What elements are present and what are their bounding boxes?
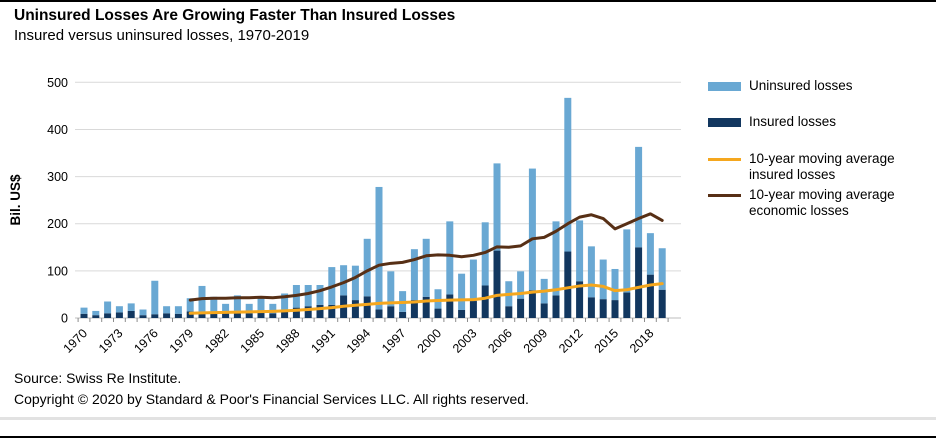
svg-text:1985: 1985 — [238, 326, 268, 356]
copyright-note: Copyright © 2020 by Standard & Poor's Fi… — [14, 391, 529, 407]
svg-text:1973: 1973 — [96, 326, 126, 356]
page-title: Uninsured Losses Are Growing Faster Than… — [14, 7, 456, 24]
legend-item-insured: Insured losses — [708, 114, 933, 130]
svg-text:1988: 1988 — [273, 326, 303, 356]
svg-text:1991: 1991 — [308, 326, 338, 356]
svg-text:2000: 2000 — [415, 326, 445, 356]
legend-label: 10-year moving average insured losses — [749, 150, 895, 183]
svg-text:1976: 1976 — [131, 326, 161, 356]
loss-chart-canvas: 0 100 200 300 400 500 Bil. US$ 1970 1973 1976 1979… — [8, 76, 681, 356]
svg-text:2009: 2009 — [521, 326, 551, 356]
svg-text:2018: 2018 — [627, 326, 657, 356]
uninsured-swatch-icon — [708, 82, 741, 91]
svg-text:1970: 1970 — [61, 326, 91, 356]
svg-text:200: 200 — [47, 217, 68, 231]
insured-swatch-icon — [708, 118, 741, 128]
loss-chart: 0 100 200 300 400 500 Bil. US$ 1970 1973 1976 1979… — [0, 60, 936, 370]
svg-text:1979: 1979 — [167, 326, 197, 356]
legend-label: Insured losses — [749, 114, 837, 130]
svg-text:1994: 1994 — [344, 326, 374, 356]
legend-item-uninsured: Uninsured losses — [708, 78, 933, 94]
legend-label: Uninsured losses — [749, 78, 853, 93]
chart-legend: Uninsured losses Insured losses 10-year … — [708, 78, 933, 240]
page-subtitle: Insured versus uninsured losses, 1970-20… — [14, 27, 310, 45]
svg-text:100: 100 — [47, 264, 68, 278]
svg-text:300: 300 — [47, 170, 68, 184]
svg-text:500: 500 — [47, 76, 68, 90]
svg-text:1982: 1982 — [202, 326, 232, 356]
svg-text:1997: 1997 — [379, 326, 409, 356]
svg-text:2015: 2015 — [592, 326, 622, 356]
svg-text:2003: 2003 — [450, 326, 480, 356]
ma-economic-line-icon — [708, 193, 741, 197]
source-note: Source: Swiss Re Institute. — [14, 370, 182, 386]
svg-text:2012: 2012 — [556, 326, 586, 356]
bottom-border — [0, 436, 936, 438]
svg-text:2006: 2006 — [485, 326, 515, 356]
svg-text:Bil. US$: Bil. US$ — [8, 174, 23, 226]
top-border — [0, 0, 936, 2]
chart-header: Uninsured Losses Are Growing Faster Than… — [14, 6, 455, 46]
ma-insured-line-icon — [708, 157, 741, 161]
footer-divider — [0, 417, 936, 420]
legend-label: 10-year moving average economic losses — [749, 186, 895, 219]
legend-item-ma-economic: 10-year moving average economic losses — [708, 187, 933, 220]
legend-item-ma-insured: 10-year moving average insured losses — [708, 151, 933, 184]
svg-text:400: 400 — [47, 123, 68, 137]
svg-text:0: 0 — [61, 312, 68, 326]
